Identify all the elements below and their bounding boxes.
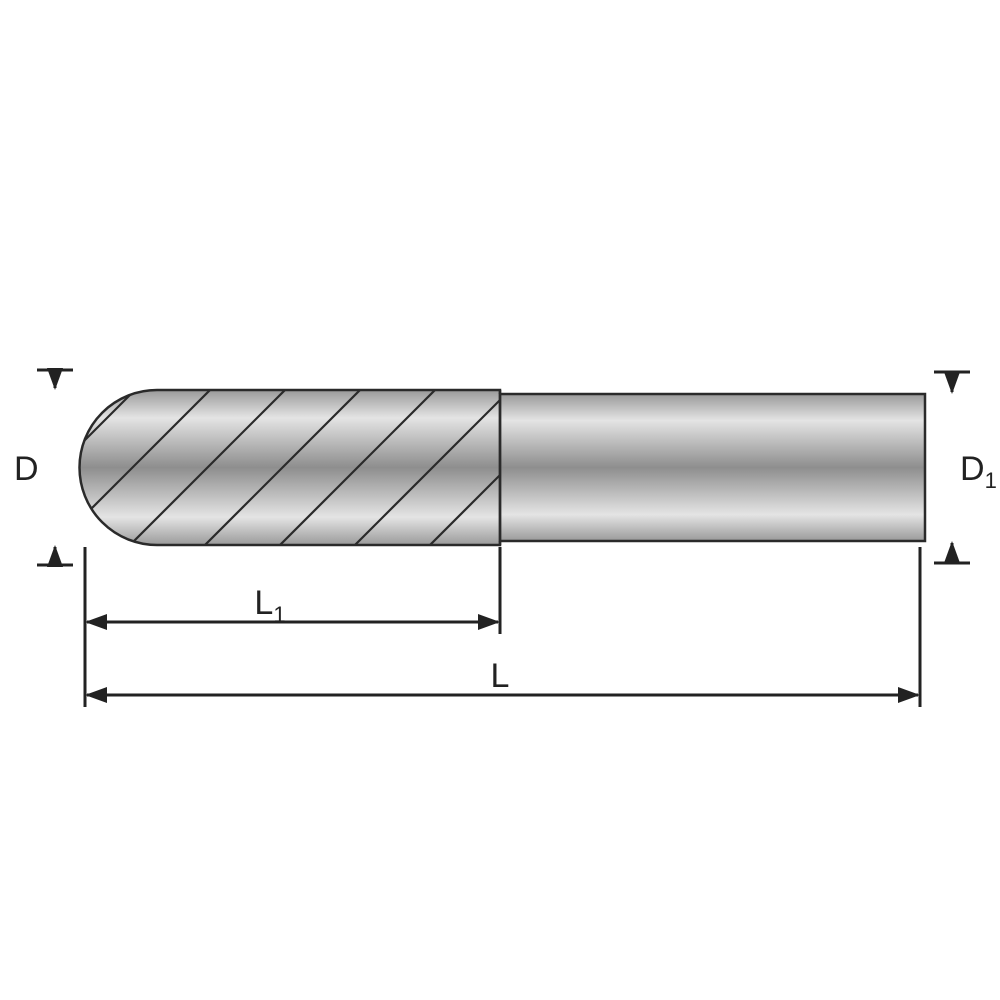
dimension-d: D [14, 450, 39, 488]
tool-dimension-diagram: D D1 L1 L [0, 0, 1000, 1000]
dimension-l1: L1 [254, 584, 285, 627]
dimension-l: L [491, 657, 510, 695]
dimension-d1: D1 [960, 450, 997, 493]
